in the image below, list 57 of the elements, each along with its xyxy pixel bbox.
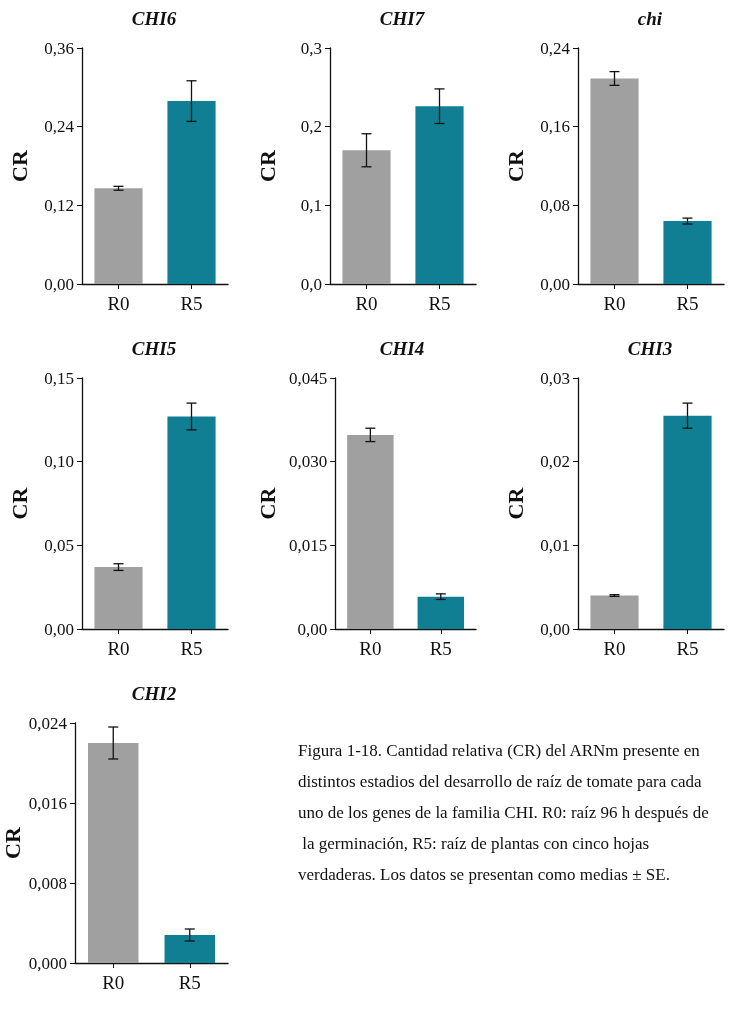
chart-title: CHI6 (131, 8, 177, 29)
y-tick-label: 0,015 (288, 535, 328, 555)
y-tick-label: 0,030 (288, 452, 328, 472)
y-axis-title: CR (0, 826, 25, 859)
chart-title: CHI4 (379, 338, 425, 359)
chart-title: CHI7 (379, 8, 426, 29)
x-tick-label: R0 (359, 638, 382, 659)
y-tick-label: 0,24 (540, 38, 571, 58)
text: Figura 1-18. Cantidad relativa (CR) del ARNm presente en distintos estadios del desarrollo de raíz de tomate para cada uno de los genes de la familia CHI. R0: raíz 96 h después de la germinación, R5: raíz de plantas con cinco hojas verdaderas. Los datos se presentan como medias ± SE. (298, 741, 709, 884)
y-tick-label: 0,01 (540, 535, 570, 555)
x-tick-label: R5 (428, 293, 451, 314)
y-tick-label: 0,10 (44, 452, 74, 472)
y-tick-label: 0,03 (540, 368, 570, 388)
chart-title: CHI5 (131, 338, 177, 359)
y-tick-label: 0,0 (300, 274, 322, 294)
y-tick-label: 0,16 (540, 117, 570, 137)
y-tick-label: 0,016 (28, 793, 67, 813)
x-tick-label: R5 (676, 638, 699, 659)
x-tick-label: R0 (102, 972, 125, 993)
y-tick-label: 0,08 (540, 195, 570, 215)
y-tick-label: 0,02 (540, 452, 570, 472)
x-tick-label: R5 (180, 293, 203, 314)
x-tick-label: R5 (429, 638, 452, 659)
x-tick-label: R0 (603, 293, 626, 314)
y-tick-label: 0,3 (300, 38, 322, 58)
chart-title: CHI2 (131, 683, 177, 704)
chart-title: CHI3 (627, 338, 673, 359)
x-tick-label: R5 (180, 638, 203, 659)
y-tick-label: 0,36 (44, 38, 74, 58)
y-tick-label: 0,00 (540, 274, 570, 294)
x-tick-label: R0 (355, 293, 378, 314)
x-tick-label: R0 (107, 293, 130, 314)
y-axis-title: CR (502, 149, 528, 182)
y-axis-title: CR (6, 149, 32, 182)
y-axis-title: CR (254, 149, 280, 182)
y-tick-label: 0,008 (28, 873, 67, 893)
y-tick-label: 0,00 (297, 619, 328, 639)
x-tick-label: R5 (676, 293, 699, 314)
x-tick-label: R5 (178, 972, 201, 993)
y-axis-title: CR (254, 486, 280, 520)
y-tick-label: 0,24 (44, 117, 75, 137)
x-tick-label: R0 (603, 638, 626, 659)
x-tick-label: R0 (107, 638, 130, 659)
chart-title: chi (637, 8, 663, 29)
y-tick-label: 0,024 (28, 713, 68, 733)
y-tick-label: 0,00 (540, 619, 570, 639)
y-axis-title: CR (502, 486, 528, 520)
y-tick-label: 0,00 (44, 274, 74, 294)
y-tick-label: 0,05 (44, 535, 74, 555)
y-tick-label: 0,1 (300, 195, 322, 215)
y-tick-label: 0,12 (44, 195, 74, 215)
y-tick-label: 0,045 (288, 368, 328, 388)
y-tick-label: 0,15 (44, 368, 74, 388)
y-tick-label: 0,000 (28, 953, 67, 973)
y-tick-label: 0,2 (300, 117, 322, 137)
y-axis-title: CR (6, 486, 32, 520)
y-tick-label: 0,00 (44, 619, 74, 639)
